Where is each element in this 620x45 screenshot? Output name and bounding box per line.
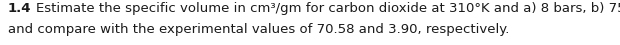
Text: Estimate the specific volume in cm³/gm for carbon dioxide at 310°K and a) 8 bars: Estimate the specific volume in cm³/gm f… <box>35 2 620 15</box>
Text: 1.4: 1.4 <box>8 2 32 15</box>
Text: and compare with the experimental values of 70.58 and 3.90, respectively.: and compare with the experimental values… <box>8 23 510 36</box>
